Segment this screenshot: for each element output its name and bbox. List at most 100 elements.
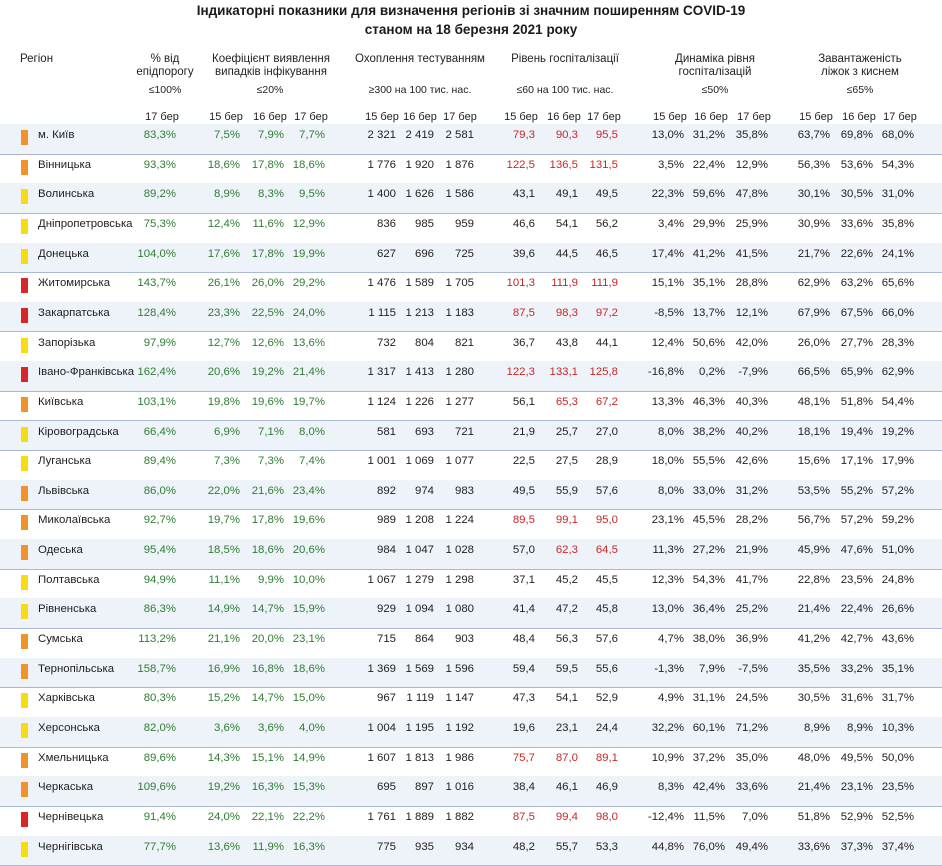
day-header-test-d17: 17 бер [443, 111, 477, 123]
table-row: Київська 103,1% 19,8% 19,6% 19,7% 1 124 1 226 1… [0, 391, 942, 422]
table-row: Тернопільська 158,7% 16,9% 16,8% 18,6% 1 369 1… [0, 657, 942, 689]
hospitalization-value: 122,3 [506, 366, 535, 379]
oxygen-value: 66,5% [797, 366, 830, 379]
coef-value: 14,7% [251, 692, 284, 705]
hospitalization-value: 27,0 [595, 425, 618, 438]
epi-value: 91,4% [143, 810, 176, 823]
day-header-oxy-d16: 16 бер [842, 111, 876, 123]
coef-value: 17,8% [251, 514, 284, 527]
testing-value: 1 094 [405, 603, 434, 616]
dynamics-value: 25,2% [735, 603, 768, 616]
dynamics-value: -16,8% [647, 366, 684, 379]
dynamics-value: 45,5% [692, 514, 725, 527]
coef-value: 14,7% [251, 603, 284, 616]
risk-marker [21, 485, 28, 501]
table-row: м. Київ 83,3% 7,5% 7,9% 7,7% 2 321 2 419 2 581 7… [0, 124, 942, 155]
oxygen-value: 28,3% [881, 336, 914, 349]
region-name: Чернігівська [38, 840, 103, 853]
hospitalization-value: 136,5 [549, 158, 578, 171]
hospitalization-value: 48,2 [512, 840, 535, 853]
testing-value: 864 [414, 633, 434, 646]
hospitalization-value: 55,9 [555, 484, 578, 497]
testing-value: 1 476 [367, 277, 396, 290]
oxygen-value: 30,9% [797, 217, 830, 230]
coef-value: 23,4% [292, 484, 325, 497]
threshold-testing: ≥300 на 100 тис. нас. [368, 84, 472, 96]
oxygen-value: 50,0% [881, 751, 914, 764]
dynamics-value: 21,9% [735, 544, 768, 557]
dynamics-value: -12,4% [647, 810, 684, 823]
risk-marker [21, 841, 28, 857]
dynamics-value: 13,0% [651, 129, 684, 141]
oxygen-value: 22,4% [840, 603, 873, 616]
oxygen-value: 26,6% [881, 603, 914, 616]
hospitalization-value: 46,9 [595, 781, 618, 794]
oxygen-value: 57,2% [840, 514, 873, 527]
risk-marker [21, 456, 28, 472]
header-oxygen: Завантаженість ліжок з киснем [790, 53, 930, 79]
oxygen-value: 22,6% [840, 247, 873, 260]
epi-value: 94,9% [143, 573, 176, 586]
oxygen-value: 33,6% [840, 217, 873, 230]
epi-value: 75,3% [143, 217, 176, 230]
coef-value: 11,6% [252, 217, 284, 230]
epi-value: 83,3% [143, 129, 176, 141]
oxygen-value: 66,0% [881, 306, 914, 319]
oxygen-value: 26,0% [797, 336, 830, 349]
table-row: Закарпатська 128,4% 23,3% 22,5% 24,0% 1 115 1 … [0, 301, 942, 333]
region-name: Сумська [38, 633, 83, 646]
hospitalization-value: 99,4 [555, 810, 578, 823]
header-dynamics: Динаміка рівня госпіталізацій [645, 53, 785, 79]
oxygen-value: 19,2% [881, 425, 914, 438]
coef-value: 18,6% [292, 662, 325, 675]
oxygen-value: 52,5% [881, 810, 914, 823]
hospitalization-value: 57,0 [512, 544, 535, 557]
testing-value: 1 115 [368, 306, 396, 319]
risk-marker [21, 723, 28, 738]
coef-value: 7,3% [258, 455, 284, 468]
coef-value: 17,8% [251, 158, 284, 171]
oxygen-value: 56,7% [797, 514, 830, 527]
testing-value: 732 [376, 336, 396, 349]
oxygen-value: 10,3% [881, 722, 914, 734]
dynamics-value: 42,4% [692, 781, 725, 794]
header-epi-line2: епідпорогу [136, 66, 194, 78]
hospitalization-value: 101,3 [506, 277, 535, 290]
coef-value: 24,0% [207, 810, 240, 823]
oxygen-value: 37,4% [881, 840, 914, 853]
dynamics-value: 13,0% [651, 603, 684, 616]
testing-value: 836 [376, 217, 396, 230]
region-name: Київська [38, 395, 84, 408]
hospitalization-value: 54,1 [555, 692, 578, 705]
dynamics-value: 35,8% [735, 129, 768, 141]
epi-value: 89,4% [143, 455, 176, 468]
hospitalization-value: 46,5 [595, 247, 618, 260]
coef-value: 12,6% [251, 336, 284, 349]
oxygen-value: 31,6% [840, 692, 873, 705]
day-header-hosp-d15: 15 бер [504, 111, 538, 123]
testing-value: 715 [376, 633, 396, 646]
table-row: Дніпропетровська 75,3% 12,4% 11,6% 12,9% 836 9… [0, 213, 942, 244]
dynamics-value: 55,5% [692, 455, 725, 468]
testing-value: 1 569 [405, 662, 434, 675]
dynamics-value: 17,4% [651, 247, 684, 260]
day-header-coef-d15: 15 бер [209, 111, 243, 123]
testing-value: 1 224 [445, 514, 474, 527]
testing-value: 974 [414, 484, 434, 497]
coef-value: 7,4% [299, 455, 325, 468]
oxygen-value: 18,1% [797, 425, 830, 438]
risk-marker [21, 752, 28, 768]
threshold-hospitalization: ≤60 на 100 тис. нас. [516, 84, 614, 96]
hospitalization-value: 55,7 [555, 840, 578, 853]
testing-value: 1 195 [405, 722, 434, 734]
coef-value: 7,1% [258, 425, 284, 438]
header-oxygen-line1: Завантаженість [818, 53, 902, 65]
hospitalization-value: 64,5 [595, 544, 618, 557]
coef-value: 7,7% [299, 129, 325, 141]
testing-value: 1 208 [405, 514, 434, 527]
testing-value: 693 [414, 425, 434, 438]
coef-value: 18,6% [251, 544, 284, 557]
coef-value: 20,0% [251, 633, 284, 646]
header-dynamics-line1: Динаміка рівня [675, 53, 755, 65]
threshold-coef: ≤20% [256, 84, 284, 96]
